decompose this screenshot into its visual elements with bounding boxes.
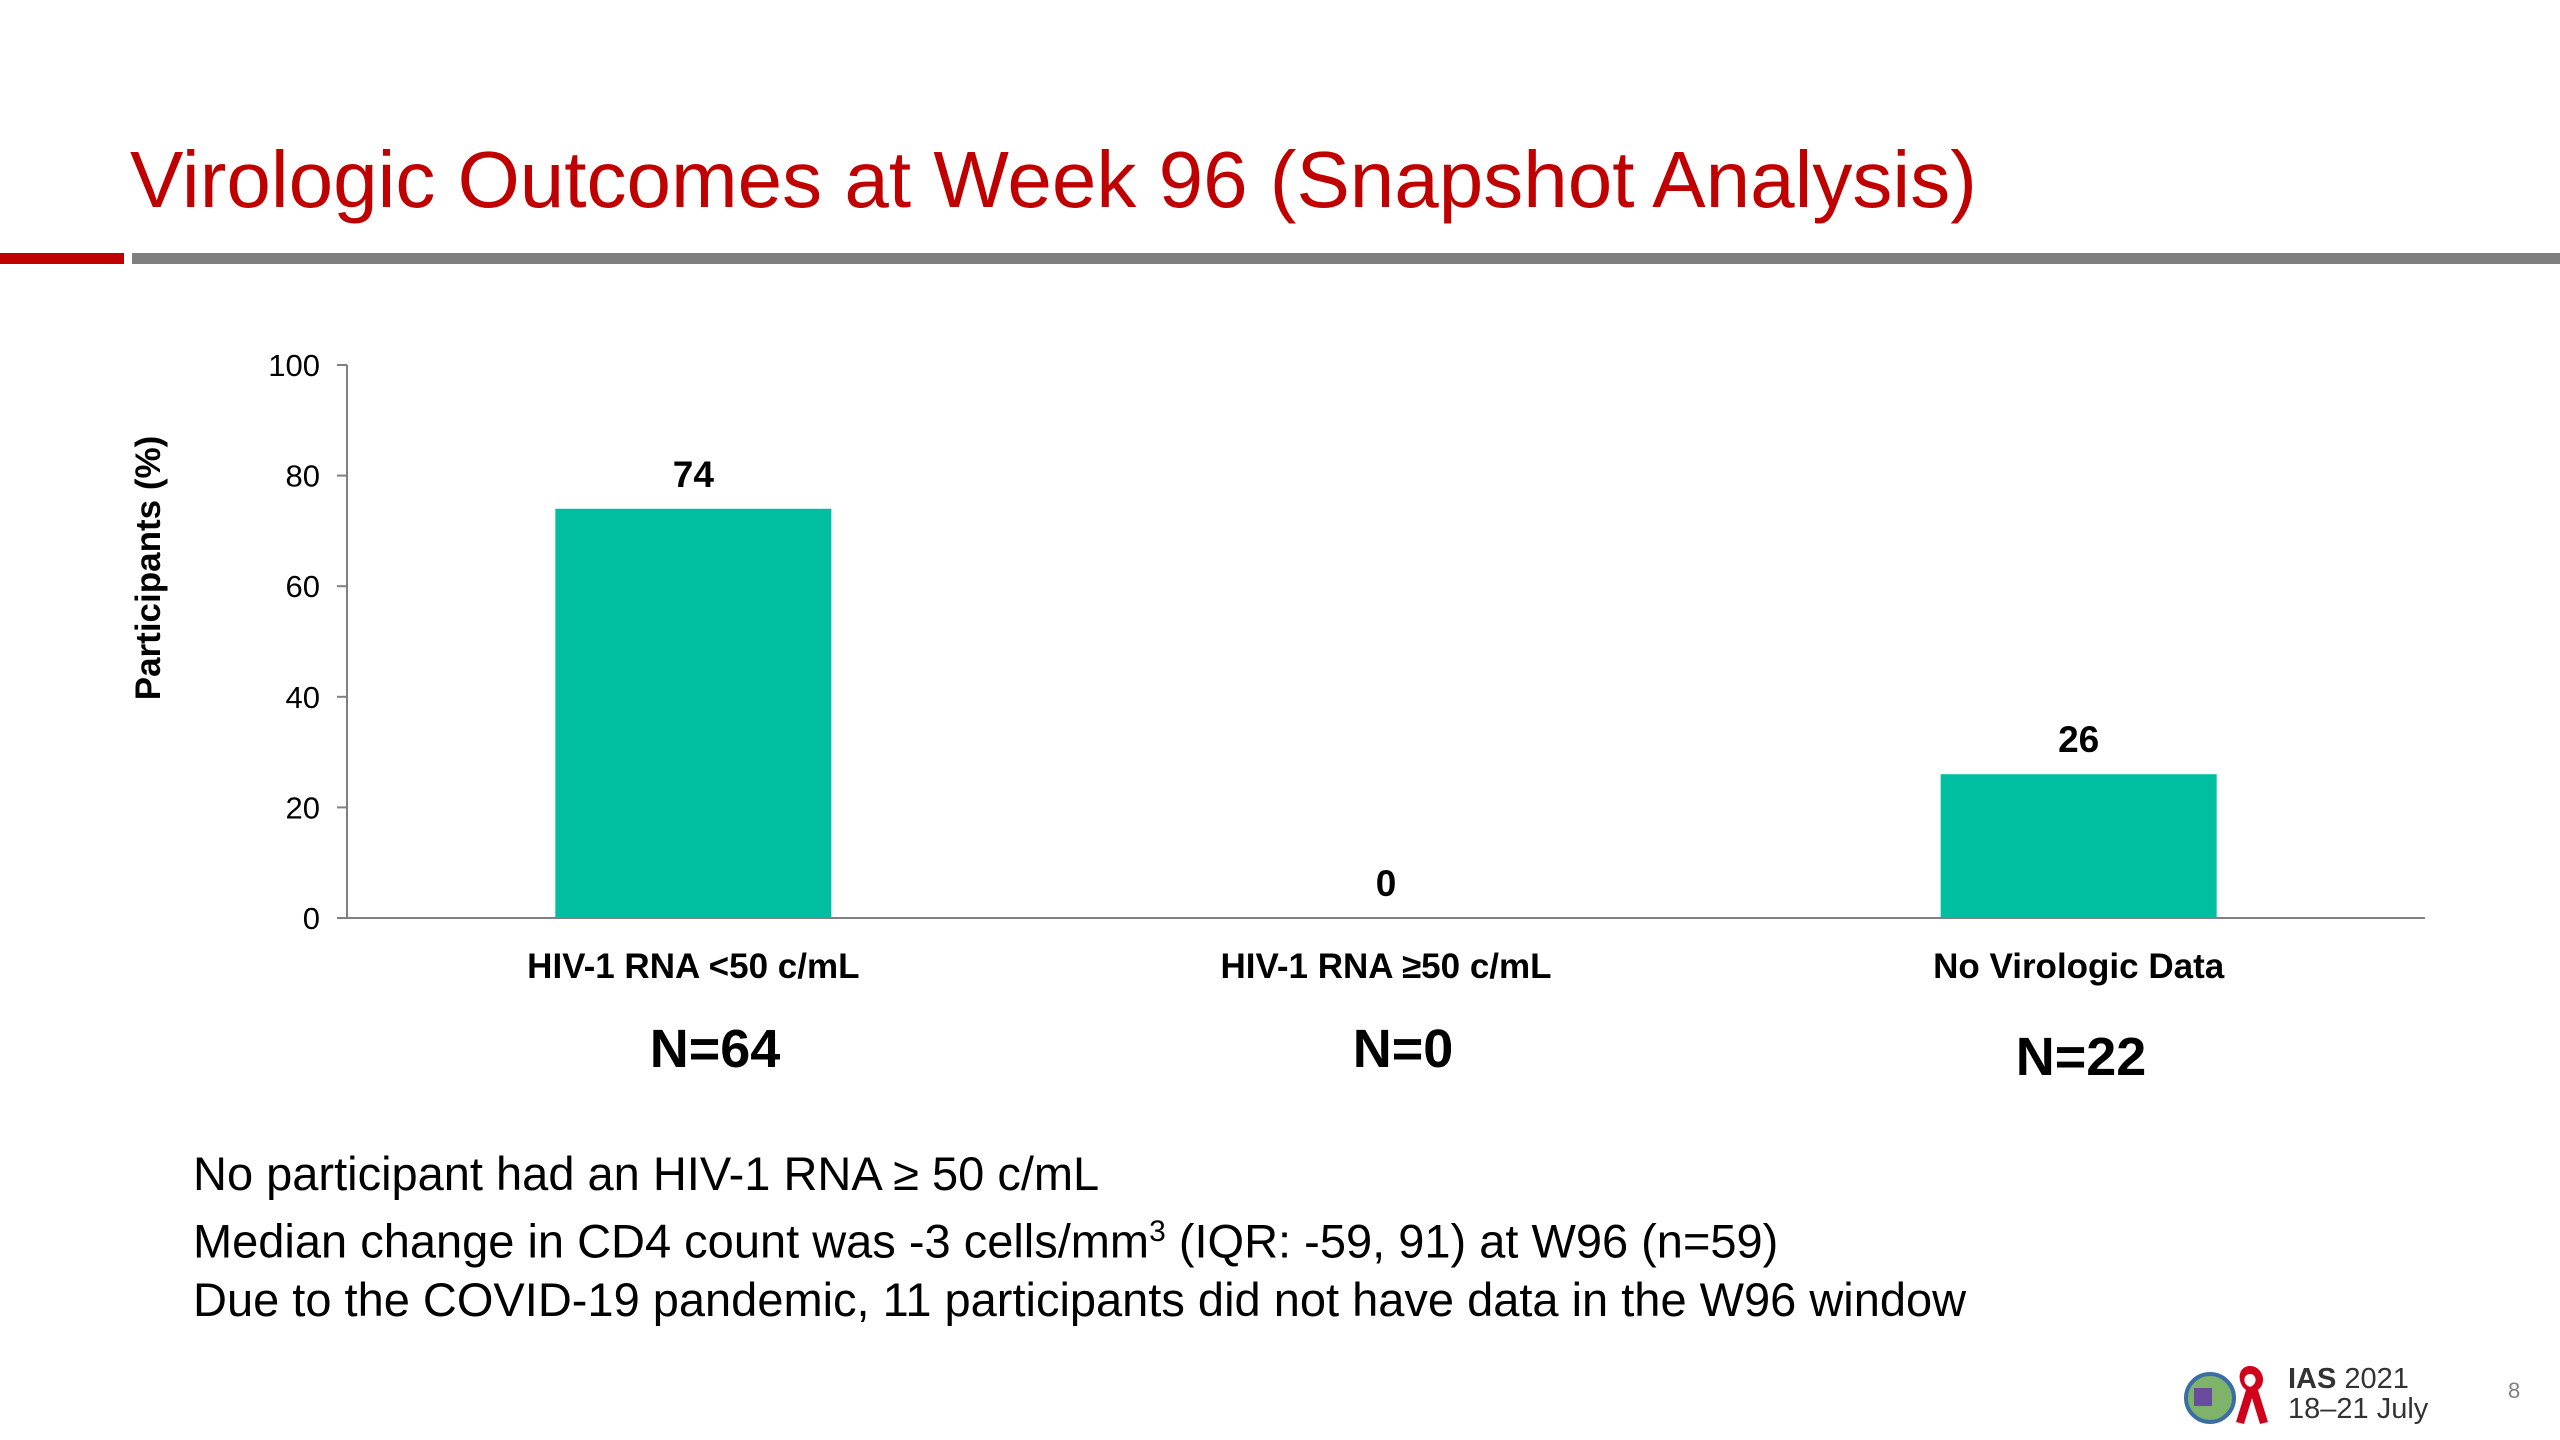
- logo-brand: IAS: [2288, 1363, 2337, 1395]
- note-2: Median change in CD4 count was -3 cells/…: [193, 1203, 1966, 1271]
- n-label-1: N=64: [649, 1019, 781, 1079]
- n-label-2: N=0: [1352, 1019, 1454, 1079]
- y-tick-label: 20: [286, 790, 320, 825]
- ias-logo-icon: [2184, 1366, 2268, 1424]
- logo-dates: 18–21 July: [2288, 1393, 2429, 1426]
- category-label: HIV-1 RNA ≥50 c/mL: [1220, 947, 1551, 986]
- y-tick-label: 40: [286, 680, 320, 715]
- note-2-superscript: 3: [1149, 1215, 1166, 1248]
- category-label: No Virologic Data: [1933, 947, 2225, 986]
- bar: [555, 508, 832, 918]
- logo-year: 2021: [2344, 1363, 2409, 1395]
- data-label: 26: [2058, 719, 2099, 760]
- footer: IAS 2021 18–21 July: [2180, 1360, 2540, 1430]
- n-label-3: N=22: [2015, 1027, 2147, 1087]
- note-2-tail: (IQR: -59, 91) at W96 (n=59): [1165, 1214, 1779, 1268]
- y-axis-title: Participants (%): [129, 436, 168, 701]
- y-tick-label: 100: [268, 348, 320, 383]
- y-tick-label: 60: [286, 569, 320, 604]
- data-label: 0: [1376, 863, 1397, 904]
- y-tick-label: 0: [303, 901, 320, 936]
- title-rule: [132, 253, 2560, 264]
- note-3: Due to the COVID-19 pandemic, 11 partici…: [193, 1272, 1967, 1326]
- category-label: HIV-1 RNA <50 c/mL: [527, 947, 859, 986]
- note-1: No participant had an HIV-1 RNA ≥ 50 c/m…: [193, 1147, 1100, 1200]
- y-tick-label: 80: [286, 459, 320, 494]
- note-2-text: Median change in CD4 count was -3 cells/…: [193, 1214, 1150, 1268]
- slide-title: Virologic Outcomes at Week 96 (Snapshot …: [130, 135, 1977, 224]
- bar: [1940, 774, 2217, 918]
- ias-logo-text: IAS 2021 18–21 July: [2288, 1364, 2428, 1425]
- notes: No participant had an HIV-1 RNA ≥ 50 c/m…: [193, 1145, 1966, 1329]
- title-rule-accent: [0, 253, 124, 264]
- data-label: 74: [673, 454, 715, 495]
- page-number: 8: [2508, 1378, 2521, 1403]
